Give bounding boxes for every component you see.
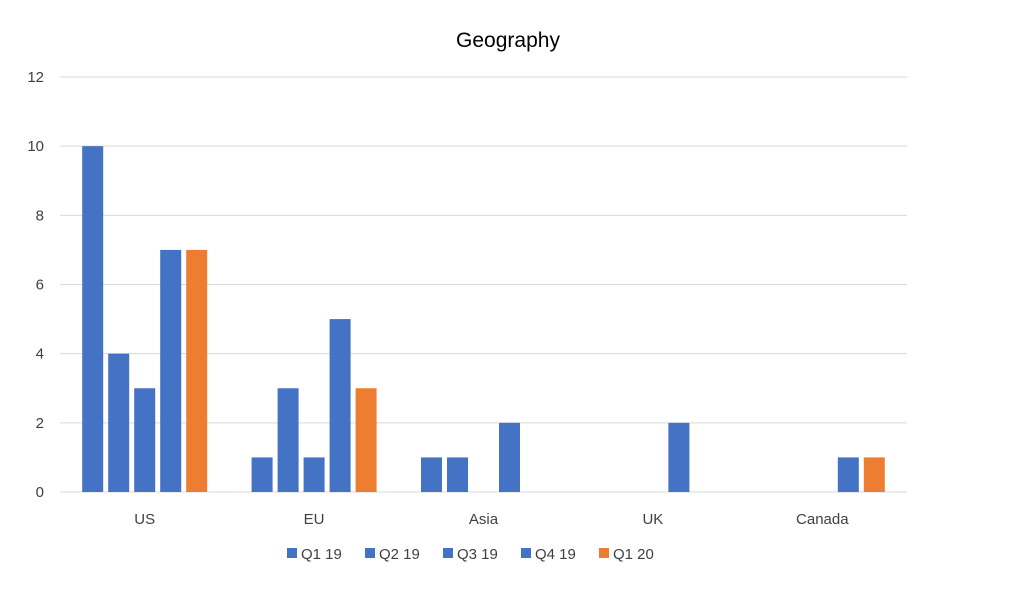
bar-q1-19-us [82,146,104,492]
category-label: Asia [469,511,499,528]
y-tick-label: 12 [27,69,44,86]
category-label: US [134,511,155,528]
legend-swatch [365,548,375,558]
legend-label: Q4 19 [535,546,576,563]
bars [82,146,885,492]
y-tick-label: 4 [36,346,44,363]
legend-label: Q1 20 [613,546,654,563]
legend-swatch [521,548,531,558]
bar-q2-19-eu [277,388,299,492]
y-axis-tick-labels: 0 2 4 6 8 10 12 [27,69,44,501]
y-tick-label: 6 [36,277,44,294]
legend-swatch [443,548,453,558]
bar-q1-20-eu [355,388,377,492]
legend: Q1 19 Q2 19 Q3 19 Q4 19 Q1 20 [287,546,654,563]
bar-q1-20-us [186,249,208,492]
bar-q1-19-asia [421,457,442,492]
bar-q4-19-us [160,249,182,492]
category-label: EU [304,511,325,528]
category-label: Canada [796,511,849,528]
bar-q1-19-eu [251,457,273,492]
bar-q1-20-canada [863,457,885,492]
category-label: UK [642,511,663,528]
bar-q3-19-eu [303,457,325,492]
bar-q4-19-uk [668,422,690,492]
bar-q2-19-us [108,353,130,492]
bar-q4-19-canada [837,457,859,492]
bar-q4-19-asia [499,422,520,492]
y-tick-label: 10 [27,138,44,155]
y-tick-label: 0 [36,484,44,501]
y-tick-label: 8 [36,207,44,224]
legend-label: Q1 19 [301,546,342,563]
legend-label: Q2 19 [379,546,420,563]
bar-q2-19-asia [447,457,468,492]
legend-label: Q3 19 [457,546,498,563]
chart-title: Geography [456,29,560,52]
legend-swatch [287,548,297,558]
bar-q4-19-eu [329,319,351,492]
legend-swatch [599,548,609,558]
x-axis-category-labels: US EU Asia UK Canada [134,511,849,528]
y-tick-label: 2 [36,415,44,432]
bar-q3-19-us [134,388,156,492]
